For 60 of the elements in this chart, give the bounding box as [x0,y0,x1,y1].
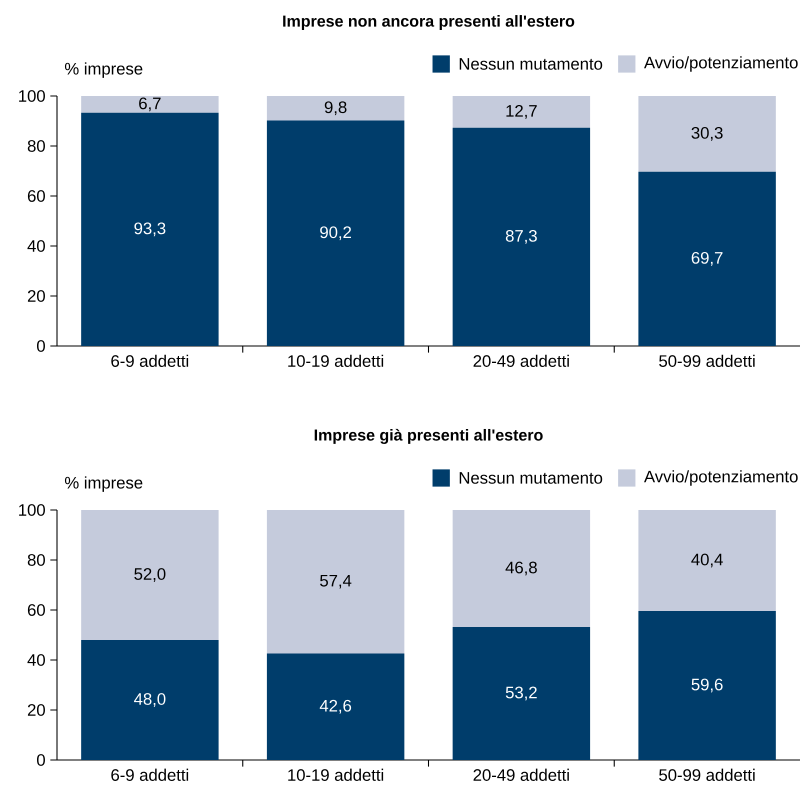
data-label: 59,6 [692,678,723,692]
x-tick-label: 50-99 addetti [659,768,755,781]
bar [638,510,776,611]
data-label: 46,8 [506,562,537,576]
legend-label: Avvio/potenziamento [644,56,798,72]
x-tick-label: 10-19 addetti [288,354,384,367]
data-label: 12,7 [506,104,537,119]
data-label: 87,3 [506,230,537,244]
legend-label: Nessun mutamento [460,472,602,484]
chart-title: Imprese non ancora presenti all'estero [283,15,574,30]
bar [452,626,590,760]
x-tick-label: 50-99 addetti [659,354,755,367]
data-label: 6,7 [139,97,161,112]
x-tick-label: 20-49 addetti [474,354,569,367]
x-tick-label: 10-19 addetti [288,768,384,781]
bar [638,610,776,760]
data-label: 30,3 [692,126,723,141]
bar [266,96,404,120]
y-tick-label: 0 [37,340,45,352]
y-tick-label: 40 [27,654,45,666]
bar [81,112,219,346]
legend-label: Avvio/potenziamento [644,470,798,486]
data-label: 40,4 [691,554,723,568]
bar [638,96,776,172]
y-tick-label: 80 [28,554,45,566]
y-tick-label: 60 [28,604,45,616]
y-axis-title: % imprese [64,62,142,78]
bar [638,172,776,346]
data-label: 42,6 [320,700,352,714]
x-tick-label: 6-9 addetti [111,768,188,781]
y-tick-label: 60 [28,190,45,202]
y-tick-label: 0 [37,754,45,766]
bar [452,510,590,627]
data-label: 9,8 [324,101,346,116]
data-label: 53,2 [506,686,537,700]
chart-title: Imprese già presenti all'estero [314,428,543,444]
data-label: 57,4 [320,574,352,589]
bar [81,640,219,760]
x-tick-label: 20-49 addetti [474,768,569,781]
data-label: 52,0 [134,568,166,582]
data-label: 93,3 [134,222,166,236]
bar [266,510,404,654]
bar [452,96,590,128]
bar [81,510,219,640]
data-label: 90,2 [320,226,351,240]
bar [266,653,404,760]
y-tick-label: 40 [27,240,45,252]
data-label: 69,7 [692,252,722,266]
y-tick-label: 100 [19,90,45,102]
y-tick-label: 20 [28,290,45,302]
bar [452,128,590,346]
y-tick-label: 100 [19,504,45,516]
legend-label: Nessun mutamento [460,58,602,70]
bar [81,96,219,113]
bar [266,120,404,346]
y-axis-title: % imprese [64,476,142,492]
x-tick-label: 6-9 addetti [111,354,188,367]
y-tick-label: 80 [28,140,45,152]
data-label: 48,0 [134,693,166,707]
y-tick-label: 20 [28,704,45,716]
